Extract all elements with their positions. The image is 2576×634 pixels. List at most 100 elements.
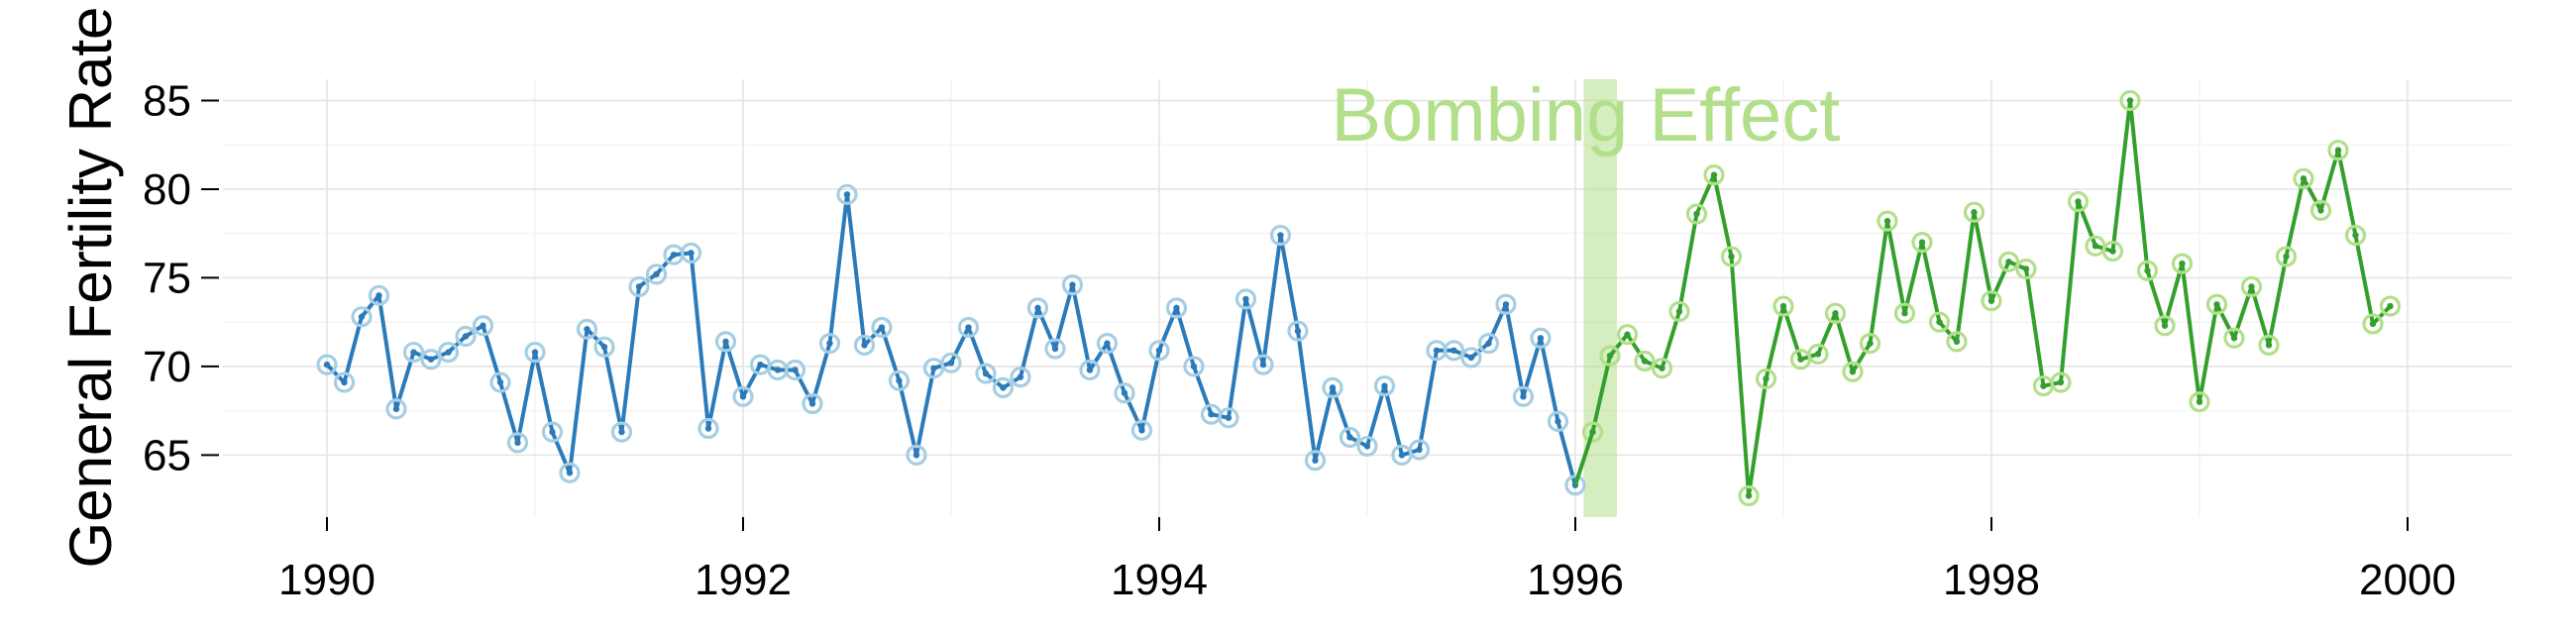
post-bombing-point-center xyxy=(2196,398,2203,405)
post-bombing-point-center xyxy=(2317,207,2324,214)
post-bombing-point xyxy=(2379,295,2402,317)
pre-bombing-point xyxy=(698,417,719,440)
post-bombing-point xyxy=(2223,327,2245,349)
pre-bombing-point xyxy=(853,334,876,357)
pre-bombing-point-center xyxy=(410,349,417,356)
pre-bombing-point-center xyxy=(808,400,816,407)
pre-bombing-point xyxy=(784,359,806,381)
y-tick-label: 70 xyxy=(143,343,191,391)
pre-bombing-point-center xyxy=(1555,418,1561,425)
pre-bombing-point-center xyxy=(912,452,920,459)
post-bombing-point-center xyxy=(1883,217,1891,225)
post-bombing-point-center xyxy=(1901,310,1908,317)
pre-bombing-point-center xyxy=(1520,393,1527,400)
pre-bombing-point-center xyxy=(792,367,799,373)
pre-bombing-point-center xyxy=(670,251,678,259)
post-bombing-point xyxy=(2101,240,2124,263)
pre-bombing-point xyxy=(802,392,823,415)
post-bombing-point xyxy=(2240,275,2263,297)
pre-bombing-point xyxy=(385,398,407,420)
pre-bombing-point-center xyxy=(618,428,625,436)
post-bombing-point-center xyxy=(2283,253,2290,261)
post-bombing-point-center xyxy=(1659,365,1665,371)
post-bombing-point xyxy=(1685,203,1708,225)
post-bombing-point xyxy=(1928,311,1951,333)
pre-bombing-point xyxy=(645,264,668,285)
pre-bombing-point-center xyxy=(930,365,937,371)
pre-bombing-point xyxy=(680,242,702,264)
pre-bombing-point-center xyxy=(1416,446,1423,454)
pre-bombing-point xyxy=(524,341,546,364)
pre-bombing-point xyxy=(818,333,841,355)
pre-bombing-point xyxy=(541,421,564,443)
pre-bombing-point xyxy=(1443,340,1465,362)
pre-bombing-point-center xyxy=(1398,452,1406,459)
pre-bombing-point-center xyxy=(965,324,972,331)
post-bombing-point xyxy=(2171,253,2194,274)
pre-bombing-point xyxy=(1114,382,1135,404)
pre-bombing-point-center xyxy=(445,349,452,356)
post-bombing-point xyxy=(1981,290,2002,312)
post-bombing-point-center xyxy=(2092,243,2099,250)
pre-bombing-point-center xyxy=(1259,361,1267,369)
pre-bombing-point xyxy=(1026,297,1049,319)
pre-bombing-point xyxy=(1096,333,1119,355)
pre-bombing-point xyxy=(628,275,650,297)
y-tick-label: 85 xyxy=(143,76,191,125)
pre-bombing-point xyxy=(506,432,529,454)
post-bombing-point xyxy=(1824,302,1847,324)
pre-bombing-point-center xyxy=(1173,304,1180,312)
pre-bombing-point xyxy=(1512,385,1535,407)
pre-bombing-point xyxy=(1356,435,1378,458)
post-bombing-point xyxy=(1963,201,1986,223)
pre-bombing-point-center xyxy=(1051,345,1059,353)
pre-bombing-point-center xyxy=(462,333,470,340)
post-bombing-point-center xyxy=(1832,310,1839,317)
post-bombing-point-center xyxy=(1606,352,1614,360)
post-bombing-point xyxy=(2258,334,2280,357)
pre-bombing-point xyxy=(1252,354,1274,375)
series-connector xyxy=(1573,431,1595,486)
pre-bombing-point-center xyxy=(896,377,903,384)
post-bombing-point-center xyxy=(1814,351,1822,358)
pre-bombing-point xyxy=(610,421,633,443)
pre-bombing-point xyxy=(1269,224,1292,247)
pre-bombing-point xyxy=(593,336,615,358)
pre-bombing-point-center xyxy=(1433,347,1441,354)
post-bombing-point xyxy=(2362,313,2384,335)
pre-bombing-point-center xyxy=(947,360,955,367)
pre-bombing-point xyxy=(1408,439,1431,461)
pre-bombing-point xyxy=(1044,338,1066,360)
pre-bombing-point xyxy=(1130,419,1153,441)
pre-bombing-point-center xyxy=(843,191,851,198)
pre-bombing-point-center xyxy=(757,361,764,369)
pre-bombing-point xyxy=(888,370,911,391)
post-bombing-point xyxy=(2205,293,2228,315)
pre-bombing-point-center xyxy=(1086,367,1094,373)
pre-bombing-point-center xyxy=(323,361,331,369)
pre-bombing-point-center xyxy=(600,344,608,351)
post-bombing-point-center xyxy=(2352,232,2359,239)
post-bombing-point-center xyxy=(2334,147,2342,154)
post-bombing-point xyxy=(1720,246,1743,267)
pre-bombing-point xyxy=(1010,367,1031,388)
post-bombing-point xyxy=(1842,361,1864,382)
pre-bombing-point-center xyxy=(514,439,521,447)
post-bombing-point-center xyxy=(1624,331,1631,338)
pre-bombing-point-center xyxy=(1034,304,1041,312)
pre-bombing-point-center xyxy=(358,313,366,320)
pre-bombing-point-center xyxy=(1104,340,1111,347)
post-bombing-point xyxy=(1877,210,1898,232)
pre-bombing-point-center xyxy=(1537,335,1545,342)
pre-bombing-point-center xyxy=(1485,340,1492,347)
post-bombing-point xyxy=(1668,300,1690,323)
pre-bombing-point-center xyxy=(496,378,504,386)
pre-bombing-point-center xyxy=(1381,382,1388,389)
pre-bombing-point xyxy=(402,341,425,364)
post-bombing-point-center xyxy=(1763,375,1770,382)
pre-bombing-point-center xyxy=(1242,295,1249,303)
pre-bombing-point-center xyxy=(1363,443,1371,450)
pre-bombing-point xyxy=(975,363,997,384)
post-bombing-point xyxy=(2327,139,2349,161)
post-bombing-point xyxy=(1616,324,1639,346)
